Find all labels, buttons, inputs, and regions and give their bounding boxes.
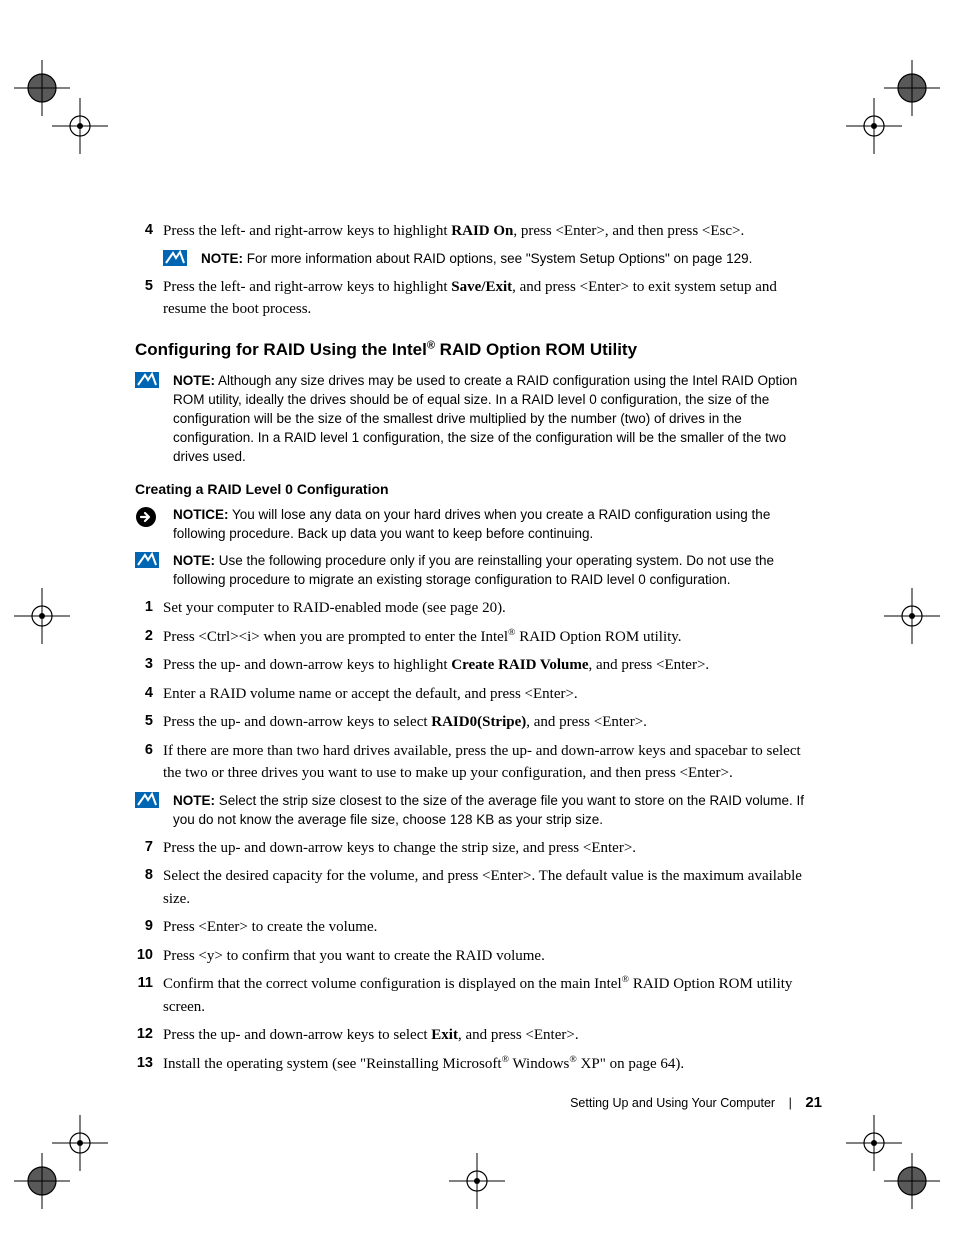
page-number: 21: [805, 1094, 822, 1111]
step-3: 3 Press the up- and down-arrow keys to h…: [135, 654, 820, 677]
note-icon: [135, 792, 159, 808]
step-12: 12 Press the up- and down-arrow keys to …: [135, 1024, 820, 1047]
step-4a: 4 Press the left- and right-arrow keys t…: [135, 220, 820, 243]
step-9: 9 Press <Enter> to create the volume.: [135, 916, 820, 939]
notice-text: NOTICE: You will lose any data on your h…: [173, 505, 820, 543]
note-text: NOTE: For more information about RAID op…: [201, 249, 820, 268]
step-text: Press <Ctrl><i> when you are prompted to…: [163, 626, 820, 649]
step-text: Press <Enter> to create the volume.: [163, 916, 820, 939]
step-number: 5: [135, 711, 163, 734]
step-13: 13 Install the operating system (see "Re…: [135, 1053, 820, 1076]
note-block: NOTE: Select the strip size closest to t…: [135, 791, 820, 829]
step-number: 3: [135, 654, 163, 677]
step-number: 7: [135, 837, 163, 860]
step-11: 11 Confirm that the correct volume confi…: [135, 973, 820, 1018]
step-number: 4: [135, 220, 163, 243]
step-text: Install the operating system (see "Reins…: [163, 1053, 820, 1076]
footer-separator: |: [789, 1096, 792, 1110]
crop-mark-icon: [449, 1153, 505, 1209]
step-number: 12: [135, 1024, 163, 1047]
step-text: Press the left- and right-arrow keys to …: [163, 220, 820, 243]
step-number: 1: [135, 597, 163, 620]
step-text: Press the left- and right-arrow keys to …: [163, 276, 820, 321]
step-text: Select the desired capacity for the volu…: [163, 865, 820, 910]
step-text: Press the up- and down-arrow keys to sel…: [163, 711, 820, 734]
step-text: Confirm that the correct volume configur…: [163, 973, 820, 1018]
step-number: 9: [135, 916, 163, 939]
step-text: Press the up- and down-arrow keys to hig…: [163, 654, 820, 677]
step-5: 5 Press the up- and down-arrow keys to s…: [135, 711, 820, 734]
crop-mark-icon: [846, 1115, 902, 1171]
notice-block: NOTICE: You will lose any data on your h…: [135, 505, 820, 543]
step-8: 8 Select the desired capacity for the vo…: [135, 865, 820, 910]
notice-icon: [135, 506, 157, 528]
step-number: 4: [135, 683, 163, 706]
step-text: If there are more than two hard drives a…: [163, 740, 820, 785]
step-number: 6: [135, 740, 163, 785]
page-body: 4 Press the left- and right-arrow keys t…: [135, 220, 820, 1081]
page-footer: Setting Up and Using Your Computer | 21: [570, 1094, 822, 1111]
step-7: 7 Press the up- and down-arrow keys to c…: [135, 837, 820, 860]
subsection-heading: Creating a RAID Level 0 Configuration: [135, 481, 820, 497]
note-block: NOTE: For more information about RAID op…: [163, 249, 820, 268]
step-number: 8: [135, 865, 163, 910]
note-block: NOTE: Use the following procedure only i…: [135, 551, 820, 589]
crop-mark-icon: [884, 588, 940, 644]
step-5a: 5 Press the left- and right-arrow keys t…: [135, 276, 820, 321]
step-number: 11: [135, 973, 163, 1018]
step-text: Enter a RAID volume name or accept the d…: [163, 683, 820, 706]
step-10: 10 Press <y> to confirm that you want to…: [135, 945, 820, 968]
step-text: Set your computer to RAID-enabled mode (…: [163, 597, 820, 620]
note-block: NOTE: Although any size drives may be us…: [135, 371, 820, 467]
note-text: NOTE: Although any size drives may be us…: [173, 371, 820, 467]
step-1: 1 Set your computer to RAID-enabled mode…: [135, 597, 820, 620]
step-text: Press the up- and down-arrow keys to cha…: [163, 837, 820, 860]
note-icon: [163, 250, 187, 266]
note-text: NOTE: Select the strip size closest to t…: [173, 791, 820, 829]
step-number: 2: [135, 626, 163, 649]
step-2: 2 Press <Ctrl><i> when you are prompted …: [135, 626, 820, 649]
step-text: Press the up- and down-arrow keys to sel…: [163, 1024, 820, 1047]
step-6: 6 If there are more than two hard drives…: [135, 740, 820, 785]
footer-section: Setting Up and Using Your Computer: [570, 1096, 775, 1110]
step-number: 13: [135, 1053, 163, 1076]
crop-mark-icon: [14, 588, 70, 644]
step-4: 4 Enter a RAID volume name or accept the…: [135, 683, 820, 706]
note-text: NOTE: Use the following procedure only i…: [173, 551, 820, 589]
crop-mark-icon: [846, 98, 902, 154]
note-icon: [135, 552, 159, 568]
step-number: 5: [135, 276, 163, 321]
section-heading: Configuring for RAID Using the Intel® RA…: [135, 339, 820, 361]
step-number: 10: [135, 945, 163, 968]
note-icon: [135, 372, 159, 388]
crop-mark-icon: [52, 1115, 108, 1171]
step-text: Press <y> to confirm that you want to cr…: [163, 945, 820, 968]
crop-mark-icon: [52, 98, 108, 154]
